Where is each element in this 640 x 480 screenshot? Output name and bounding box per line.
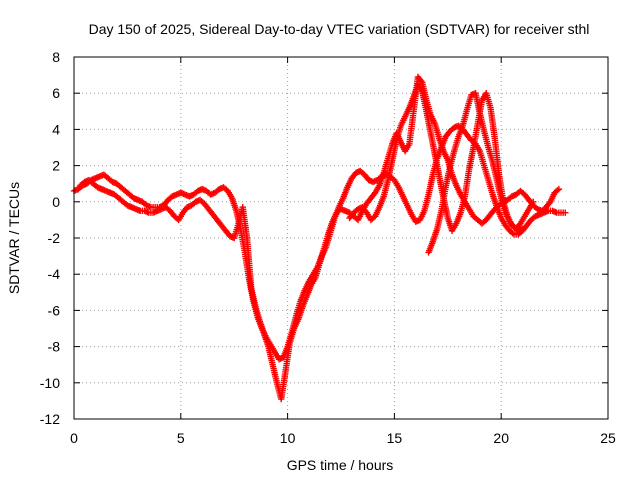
y-tick-label: -6	[48, 302, 61, 318]
x-tick-label: 0	[70, 430, 78, 446]
y-tick-label: 0	[52, 194, 60, 210]
x-tick-labels: 0 5 10 15 20 25	[70, 430, 616, 446]
x-tick-label: 25	[600, 430, 616, 446]
y-tick-label: -4	[48, 266, 61, 282]
y-tick-label: 8	[52, 49, 60, 65]
x-tick-label: 10	[280, 430, 296, 446]
y-tick-label: 4	[52, 121, 60, 137]
data-point	[562, 209, 569, 216]
x-tick-label: 20	[493, 430, 509, 446]
plot-frame	[73, 56, 609, 420]
data-point	[530, 198, 537, 205]
y-tick-labels: -12 -10 -8 -6 -4 -2 0 2 4 6 8	[40, 49, 60, 427]
y-tick-label: -12	[40, 411, 60, 427]
y-tick-label: -10	[40, 375, 60, 391]
y-axis-label: SDTVAR / TECUs	[6, 182, 22, 294]
y-tick-label: 6	[52, 85, 60, 101]
data-point	[554, 187, 561, 194]
grid	[74, 57, 608, 419]
x-tick-label: 5	[177, 430, 185, 446]
chart-title: Day 150 of 2025, Sidereal Day-to-day VTE…	[89, 21, 590, 37]
data-points	[70, 73, 569, 403]
y-tick-label: -2	[48, 230, 61, 246]
data-point	[509, 229, 516, 237]
data-point	[519, 225, 526, 233]
data-point	[555, 185, 563, 193]
x-axis-label: GPS time / hours	[287, 457, 394, 473]
ticks	[73, 56, 609, 420]
y-tick-label: 2	[52, 158, 60, 174]
data-point	[417, 77, 425, 85]
y-tick-label: -8	[48, 339, 61, 355]
x-tick-label: 15	[387, 430, 403, 446]
